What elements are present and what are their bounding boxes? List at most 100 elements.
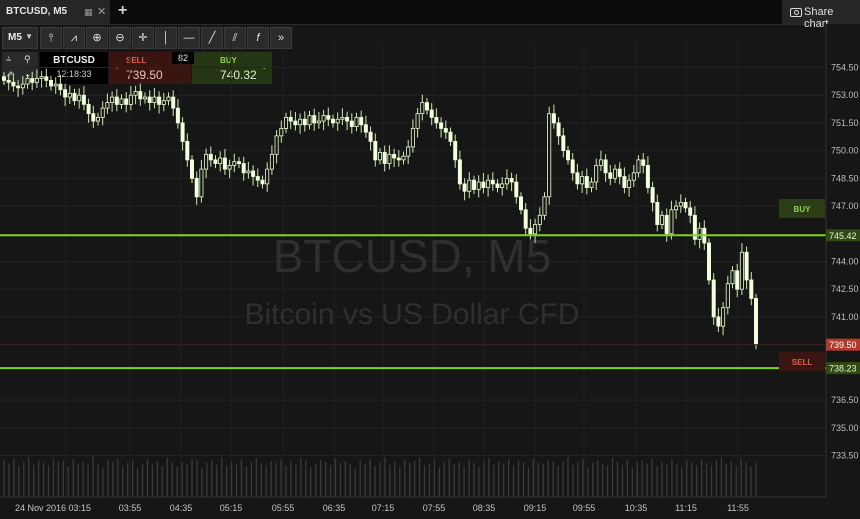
candle-body	[175, 107, 180, 124]
candle-body	[25, 78, 30, 85]
candle-body	[157, 96, 162, 105]
candle-body	[110, 96, 115, 103]
price-axis	[826, 24, 860, 519]
search-icon[interactable]: ⚲	[24, 54, 31, 64]
candle-body	[152, 96, 157, 103]
candle-body	[44, 76, 49, 81]
candle-body	[316, 120, 321, 124]
candle-body	[744, 251, 749, 281]
candle-body	[566, 150, 571, 161]
y-tick-label: 754.50	[831, 62, 859, 72]
close-icon[interactable]: ✕	[97, 6, 107, 18]
candle-body	[448, 131, 453, 142]
vertical-line-icon[interactable]: │	[155, 27, 177, 49]
ticket-time: 12:18:33	[56, 69, 92, 79]
time-axis	[0, 497, 860, 519]
candle-body	[330, 118, 335, 124]
candle-body	[603, 159, 608, 174]
candle-body	[415, 113, 420, 129]
grid-icon[interactable]: ▦	[84, 7, 93, 17]
indicators-icon[interactable]: ⩘	[63, 27, 85, 49]
y-tick-label: 747.00	[831, 201, 859, 211]
candle-body	[486, 179, 491, 188]
candle-body	[269, 153, 274, 170]
more-tools-icon[interactable]: »	[270, 27, 292, 49]
candle-body	[509, 177, 514, 183]
candle-body	[119, 98, 124, 105]
candle-body	[368, 131, 373, 142]
candle-body	[335, 118, 340, 124]
candle-body	[30, 78, 35, 83]
candle-body	[570, 159, 575, 174]
candle-body	[255, 176, 260, 181]
candle-body	[20, 83, 25, 89]
y-tick-label: 750.00	[831, 146, 859, 156]
candle-body	[697, 227, 702, 240]
ticket-symbol: BTCUSD 12:18:33	[40, 52, 108, 84]
share-chart-button[interactable]: Share chart	[782, 0, 860, 30]
candle-body	[429, 109, 434, 118]
candle-body	[598, 159, 603, 166]
candle-body	[147, 96, 152, 103]
buy-button[interactable]: BUY 740.32 ⌄	[192, 52, 272, 84]
candle-body	[279, 128, 284, 137]
sell-button[interactable]: ⌄ SELL 739.50	[109, 52, 191, 84]
timeframe-value: M5	[8, 32, 22, 43]
candle-body	[293, 120, 298, 126]
external-link-icon[interactable]: ⇗	[6, 69, 14, 79]
candle-body	[678, 201, 683, 207]
candle-body	[6, 80, 11, 83]
candle-body	[16, 85, 21, 89]
candle-body	[180, 122, 185, 142]
candle-body	[533, 224, 538, 235]
candle-body	[124, 98, 129, 105]
x-tick-label: 04:35	[170, 503, 193, 513]
candle-body	[222, 157, 227, 170]
candle-body	[721, 307, 726, 327]
chart-type-icon[interactable]: ⫯	[40, 27, 62, 49]
candle-body	[359, 116, 364, 126]
candle-body	[392, 153, 397, 159]
zoom-out-icon[interactable]: ⊖	[109, 27, 131, 49]
candle-body	[199, 168, 204, 198]
candle-body	[142, 96, 147, 100]
candle-body	[312, 115, 317, 124]
candle-body	[260, 179, 265, 185]
y-tick-label: 741.00	[831, 312, 859, 322]
crosshair-icon[interactable]: ✛	[132, 27, 154, 49]
current-price-badge	[826, 338, 860, 351]
chart-tab[interactable]: BTCUSD, M5 ▦ ✕	[0, 0, 110, 24]
candle-body	[556, 122, 561, 137]
candle-body	[739, 251, 744, 290]
timeframe-select[interactable]: M5 ▼	[2, 27, 38, 49]
candle-body	[575, 172, 580, 185]
candle-body	[749, 279, 754, 299]
candle-body	[326, 115, 331, 120]
candle-body	[251, 170, 256, 177]
candle-body	[246, 170, 251, 174]
fibonacci-icon[interactable]: f	[247, 27, 269, 49]
horizontal-line-icon[interactable]: —	[178, 27, 200, 49]
candle-body	[725, 283, 730, 309]
collapse-icon[interactable]: ⩮	[6, 54, 12, 64]
candle-body	[650, 187, 655, 203]
add-tab-icon[interactable]: +	[118, 2, 128, 19]
candle-body	[561, 135, 566, 152]
channel-icon[interactable]: ⫽	[224, 27, 246, 49]
y-tick-label: 735.00	[831, 423, 859, 433]
y-tick-label: 736.50	[831, 395, 859, 405]
candle-body	[660, 214, 665, 225]
candle-body	[63, 89, 68, 98]
candle-body	[345, 116, 350, 122]
buy-label: BUY	[220, 56, 237, 65]
candle-body	[86, 104, 91, 115]
trendline-icon[interactable]: ╱	[201, 27, 223, 49]
candle-body	[711, 279, 716, 318]
candle-body	[213, 159, 218, 164]
candle-body	[476, 181, 481, 190]
sell-tag	[779, 352, 825, 371]
zoom-in-icon[interactable]: ⊕	[86, 27, 108, 49]
candle-body	[608, 172, 613, 179]
candle-body	[67, 92, 72, 98]
